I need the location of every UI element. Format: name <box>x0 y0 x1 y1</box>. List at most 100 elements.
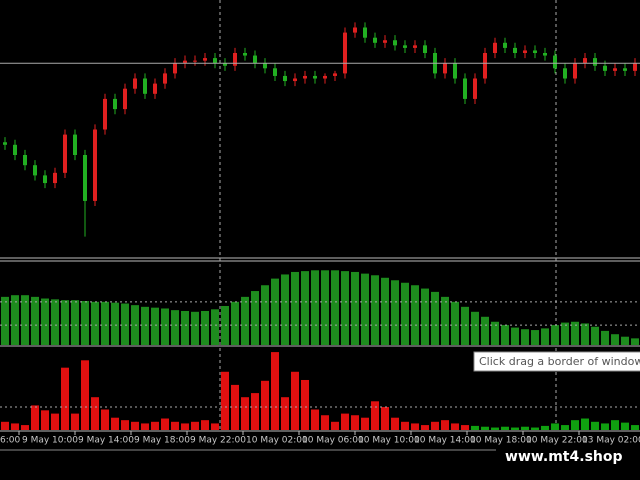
histogram-bar <box>591 326 599 345</box>
histogram-bar <box>631 425 639 430</box>
histogram-bar <box>481 316 489 345</box>
candle-body <box>363 27 367 38</box>
histogram-bar <box>91 397 99 430</box>
histogram-bar <box>111 417 119 430</box>
histogram-bar <box>11 295 19 345</box>
histogram-bar <box>301 271 309 345</box>
x-axis-label: 10 May 02:00 <box>246 436 308 446</box>
candle-body <box>173 63 177 74</box>
histogram-bar <box>431 421 439 430</box>
histogram-bar <box>411 285 419 345</box>
histogram-bar <box>211 423 219 430</box>
histogram-bar <box>441 296 449 345</box>
candle-body <box>583 58 587 64</box>
histogram-bar <box>491 427 499 430</box>
candle-body <box>423 45 427 53</box>
histogram-bar <box>621 336 629 345</box>
histogram-bar <box>571 420 579 430</box>
candle-body <box>33 165 37 176</box>
candle-body <box>473 78 477 99</box>
candle-body <box>213 58 217 64</box>
candle-body <box>53 172 57 184</box>
histogram-bar <box>261 380 269 430</box>
x-axis-label: 6:00 <box>0 436 20 446</box>
candle-body <box>103 98 107 130</box>
histogram-bar <box>271 278 279 345</box>
x-axis-label: 9 May 10:00 <box>22 436 78 446</box>
candle-body <box>203 58 207 61</box>
histogram-bar <box>621 422 629 430</box>
histogram-bar <box>331 270 339 345</box>
histogram-bar <box>331 421 339 430</box>
candle-body <box>493 42 497 53</box>
histogram-bar <box>571 321 579 345</box>
x-axis-label: 10 May 22:00 <box>526 436 588 446</box>
histogram-bar <box>361 417 369 430</box>
candle-body <box>153 83 157 94</box>
x-axis-label: 10 May 10:00 <box>358 436 420 446</box>
histogram-bar <box>341 271 349 345</box>
histogram-bar <box>191 421 199 430</box>
histogram-bar <box>411 423 419 430</box>
histogram-bar <box>351 271 359 345</box>
candle-body <box>163 73 167 84</box>
watermark: www.mt4.shop <box>505 449 623 465</box>
histogram-bar <box>451 301 459 345</box>
histogram-bar <box>201 420 209 430</box>
histogram-bar <box>551 325 559 345</box>
histogram-bar <box>391 417 399 430</box>
histogram-bar <box>391 280 399 345</box>
histogram-bar <box>461 306 469 345</box>
histogram-bar <box>371 401 379 430</box>
candle-body <box>563 68 567 79</box>
histogram-bar <box>151 307 159 345</box>
x-axis-label: 13 May 02:00 <box>582 436 640 446</box>
histogram-bar <box>141 423 149 430</box>
histogram-bar <box>501 426 509 430</box>
histogram-bar <box>351 415 359 430</box>
candle-body <box>593 58 597 66</box>
histogram-bar <box>401 282 409 345</box>
candle-body <box>603 65 607 71</box>
candle-body <box>13 144 17 155</box>
histogram-bar <box>471 311 479 345</box>
histogram-bar <box>341 413 349 430</box>
candle-body <box>403 45 407 48</box>
histogram-bar <box>71 300 79 345</box>
histogram-bar <box>381 407 389 430</box>
candle-body <box>133 78 137 89</box>
histogram-bar <box>601 423 609 430</box>
x-axis-label: 10 May 14:00 <box>414 436 476 446</box>
histogram-bar <box>481 426 489 430</box>
x-axis-label: 10 May 06:00 <box>302 436 364 446</box>
histogram-bar <box>631 338 639 345</box>
histogram-bar <box>611 420 619 430</box>
tooltip-box <box>473 351 640 372</box>
candle-body <box>443 63 447 74</box>
histogram-bar <box>181 423 189 430</box>
histogram-bar <box>381 277 389 345</box>
histogram-bar <box>261 285 269 345</box>
candle-body <box>23 155 27 166</box>
histogram-bar <box>11 423 19 430</box>
histogram-bar <box>361 273 369 345</box>
candle-body <box>523 50 527 53</box>
histogram-bar <box>171 421 179 430</box>
x-axis-label: 9 May 22:00 <box>190 436 246 446</box>
histogram-bar <box>461 425 469 430</box>
candle-body <box>413 45 417 48</box>
histogram-bar <box>521 426 529 430</box>
histogram-bar <box>131 421 139 430</box>
histogram-bar <box>121 420 129 430</box>
candle-body <box>263 63 267 69</box>
histogram-bar <box>1 421 9 430</box>
histogram-bar <box>91 301 99 345</box>
candle-body <box>283 75 287 82</box>
candle-body <box>393 40 397 46</box>
candle-body <box>233 53 237 66</box>
histogram-bar <box>521 329 529 345</box>
candle-body <box>293 78 297 82</box>
histogram-bar <box>291 371 299 430</box>
